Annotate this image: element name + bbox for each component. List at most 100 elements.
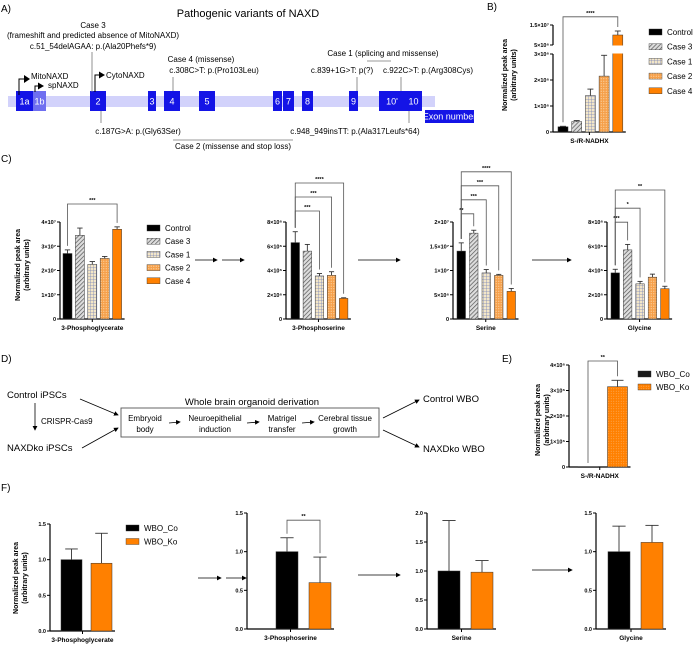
y-tick-label: 1×10⁶ — [550, 440, 565, 446]
exon-number-label: Exon number — [423, 112, 477, 122]
workflow-step-line2: induction — [199, 425, 231, 434]
organoid-workflow: Control iPSCs CRISPR-Cas9 NAXDko iPSCs W… — [7, 390, 485, 455]
legend-swatch — [146, 224, 161, 232]
significance-label: *** — [304, 205, 311, 211]
y-axis-label-line1: Normalized peak area — [502, 39, 509, 111]
legend-cases-c: Control Case 3 Case 1 Case 2 Case 4 — [146, 224, 191, 286]
bar-case-1 — [585, 95, 596, 133]
bar-case-3 — [571, 121, 582, 133]
y-tick-label: 0.0 — [415, 627, 423, 633]
significance-label: *** — [477, 180, 484, 186]
bar-case-2 — [99, 258, 110, 320]
x-axis-label: 3-Phosphoserine — [264, 635, 317, 642]
exon-box — [273, 91, 282, 111]
x-axis-label: Glycine — [619, 635, 643, 642]
workflow-title: Whole brain organoid derivation — [185, 397, 319, 408]
legend-label: Case 3 — [165, 237, 191, 246]
significance-bracket — [294, 182, 345, 294]
panel-label-f: F) — [1, 483, 10, 494]
case1-title: Case 1 (splicing and missense) — [327, 49, 438, 58]
y-tick-label: 0.0 — [38, 629, 46, 635]
workflow-step-arrow — [301, 419, 315, 425]
arrow-to-ko-wbo — [382, 429, 420, 448]
case1-variant1: c.839+1G>T: p(?) — [311, 66, 374, 75]
y-tick-label: 2.0 — [415, 511, 423, 517]
y-tick-label: 4×10⁶ — [588, 269, 603, 275]
y-axis-label-line2: (arbitrary units) — [511, 49, 518, 101]
exon-box — [283, 91, 294, 111]
ko-ipsc-label: NAXDko iPSCs — [7, 443, 73, 454]
case1-variant2: c.922C>T: p.(Arg308Cys) — [383, 66, 473, 75]
x-axis-label: 3-Phosphoserine — [292, 325, 345, 332]
legend-swatch — [146, 251, 161, 258]
significance-bracket — [562, 16, 619, 123]
y-tick-label: 0 — [546, 130, 549, 136]
y-tick-label: 0.5 — [415, 598, 423, 604]
arrow-to-control-wbo — [382, 399, 420, 419]
panel-label-e: E) — [502, 354, 512, 365]
y-tick-label: 0 — [600, 317, 603, 323]
exon-box — [16, 91, 33, 111]
significance-label: **** — [586, 11, 595, 17]
y-axis-label-line1: Normalized peak area — [13, 542, 20, 614]
y-tick-label: 2×10⁷ — [41, 269, 56, 275]
bar-case-3 — [302, 250, 312, 320]
panel-label-d: D) — [1, 354, 12, 365]
y-tick-label: 0.0 — [235, 627, 243, 633]
bar-wbo-ko — [470, 571, 494, 630]
y-tick-label: 0 — [446, 317, 449, 323]
y-axis-label-line2: (arbitrary units) — [544, 394, 551, 446]
case4-variant: c.308C>T: p.(Pro103Leu) — [169, 66, 259, 75]
legend-label: WBO_Co — [656, 370, 690, 379]
significance-label: *** — [310, 191, 317, 197]
bar-case-2 — [598, 75, 610, 133]
bar-wbo-co — [437, 570, 461, 630]
y-tick-label: 4×10⁶ — [267, 269, 282, 275]
y-tick-label: 1.5 — [415, 540, 423, 546]
promoter-mitonaxd: MitoNAXD — [31, 72, 69, 81]
exon-label: 8 — [305, 97, 310, 107]
y-tick-label: 3×10⁶ — [534, 52, 549, 58]
x-axis-label: Serine — [452, 635, 472, 642]
case3-variant: c.51_54delAGAA: p.(Ala20Phefs*9) — [30, 42, 157, 51]
exon-box — [379, 91, 405, 111]
y-tick-label: 1.5×10⁷ — [430, 244, 450, 250]
exon-label: 9 — [351, 97, 356, 107]
case2-title: Case 2 (missense and stop loss) — [175, 142, 291, 151]
legend-label: Control — [667, 28, 693, 37]
exon-box — [302, 91, 313, 111]
bar-case-3 — [469, 232, 479, 320]
exon-label: 5 — [204, 97, 209, 107]
exon-box — [349, 91, 358, 111]
exon-label: 1a — [19, 97, 29, 107]
legend-swatch — [648, 58, 663, 65]
y-tick-label: 2×10⁶ — [550, 414, 565, 420]
control-ipsc-label: Control iPSCs — [7, 390, 67, 401]
bar-chart-f1: 0.0 0.5 1.0 1.5 3-Phosphoglycerate — [38, 522, 115, 644]
significance-label: **** — [315, 177, 324, 183]
legend-label: WBO_Co — [144, 524, 178, 533]
bar-wbo-ko — [607, 386, 628, 468]
legend-swatch — [125, 524, 140, 532]
workflow-step-line1: Embryoid — [128, 414, 162, 423]
y-tick-label: 0.0 — [584, 627, 592, 633]
case2-variant2: c.948_949insTT: p.(Ala317Leufs*64) — [290, 127, 420, 136]
bar-wbo-ko — [640, 542, 664, 630]
legend-swatch — [648, 87, 663, 95]
significance-bracket — [294, 196, 332, 268]
legend-label: WBO_Ko — [656, 383, 690, 392]
legend-cases-b: Control Case 3 Case 1 Case 2 Case 4 — [648, 28, 693, 96]
crispr-label: CRISPR-Cas9 — [41, 417, 93, 426]
y-tick-label: 1.5 — [235, 511, 243, 517]
y-tick-label: 1.5 — [38, 522, 46, 528]
legend-swatch — [125, 538, 140, 545]
y-tick-label: 0 — [279, 317, 282, 323]
significance-bracket — [286, 519, 321, 554]
exon-label: 6 — [275, 97, 280, 107]
y-tick-label: 1.0 — [38, 558, 46, 564]
significance-label: *** — [471, 194, 478, 200]
x-axis-label: 3-Phosphoglycerate — [51, 637, 114, 644]
legend-swatch — [637, 383, 652, 391]
